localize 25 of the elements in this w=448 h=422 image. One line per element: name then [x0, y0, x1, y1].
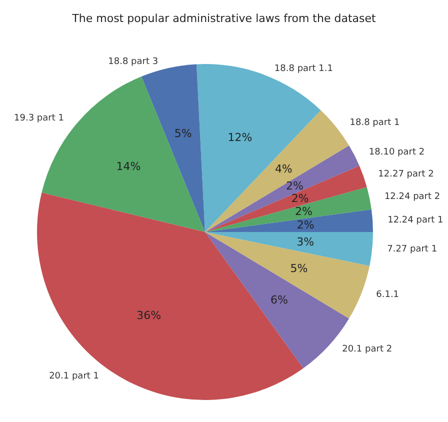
data-label: 2%	[286, 180, 304, 193]
data-label: 12%	[228, 130, 252, 144]
slice-label: 7.27 part 1	[387, 244, 438, 255]
data-label: 5%	[174, 127, 192, 140]
slice-label: 20.1 part 1	[49, 371, 100, 382]
data-label: 6%	[270, 294, 288, 307]
data-label: 14%	[116, 160, 141, 173]
chart-title: The most popular administrative laws from the dataset	[71, 12, 377, 25]
data-label: 5%	[290, 262, 308, 276]
data-label: 2%	[295, 205, 312, 218]
slice-label: 19.3 part 1	[14, 114, 64, 124]
slice-label: 6.1.1	[376, 290, 400, 300]
data-label: 36%	[136, 309, 162, 322]
slice-label: 12.24 part 1	[388, 215, 444, 226]
data-label: 2%	[291, 192, 309, 206]
data-label: 4%	[274, 162, 292, 176]
slice-label: 18.10 part 2	[368, 148, 425, 158]
slice-label: 18.8 part 1	[350, 118, 400, 128]
slice-label: 18.8 part 1.1	[274, 64, 333, 74]
data-label: 2%	[296, 218, 314, 232]
slice-label: 20.1 part 2	[342, 344, 392, 355]
data-label: 3%	[296, 236, 314, 249]
slice-label: 12.24 part 2	[384, 192, 440, 202]
slice-label: 12.27 part 2	[378, 169, 434, 180]
slice-label: 18.8 part 3	[108, 57, 158, 68]
